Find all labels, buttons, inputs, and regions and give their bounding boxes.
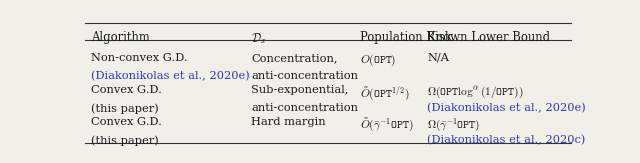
Text: Convex G.D.: Convex G.D. <box>91 85 162 95</box>
Text: Population Risk: Population Risk <box>360 31 452 44</box>
Text: anti-concentration: anti-concentration <box>251 71 358 81</box>
Text: $\tilde{O}(\mathtt{OPT}^{1/2})$: $\tilde{O}(\mathtt{OPT}^{1/2})$ <box>360 85 410 103</box>
Text: (Diakonikolas et al., 2020e): (Diakonikolas et al., 2020e) <box>428 103 586 113</box>
Text: $O(\mathtt{OPT})$: $O(\mathtt{OPT})$ <box>360 53 397 68</box>
Text: Non-convex G.D.: Non-convex G.D. <box>91 53 188 63</box>
Text: Known Lower Bound: Known Lower Bound <box>428 31 550 44</box>
Text: (Diakonikolas et al., 2020e): (Diakonikolas et al., 2020e) <box>91 71 250 81</box>
Text: N/A: N/A <box>428 53 449 63</box>
Text: (this paper): (this paper) <box>91 103 159 114</box>
Text: anti-concentration: anti-concentration <box>251 103 358 113</box>
Text: $\Omega(\bar{\gamma}^{-1}\mathtt{OPT})$: $\Omega(\bar{\gamma}^{-1}\mathtt{OPT})$ <box>428 117 481 134</box>
Text: $\mathcal{D}_x$: $\mathcal{D}_x$ <box>251 31 267 46</box>
Text: Concentration,: Concentration, <box>251 53 338 63</box>
Text: Algorithm: Algorithm <box>91 31 150 44</box>
Text: (Diakonikolas et al., 2020c): (Diakonikolas et al., 2020c) <box>428 135 586 145</box>
Text: $\Omega(\mathtt{OPT}\log^{\alpha}(1/\mathtt{OPT}))$: $\Omega(\mathtt{OPT}\log^{\alpha}(1/\mat… <box>428 85 524 100</box>
Text: $\tilde{O}(\bar{\gamma}^{-1}\mathtt{OPT})$: $\tilde{O}(\bar{\gamma}^{-1}\mathtt{OPT}… <box>360 117 414 134</box>
Text: Sub-exponential,: Sub-exponential, <box>251 85 349 95</box>
Text: (this paper): (this paper) <box>91 135 159 146</box>
Text: Hard margin: Hard margin <box>251 117 326 127</box>
Text: Convex G.D.: Convex G.D. <box>91 117 162 127</box>
